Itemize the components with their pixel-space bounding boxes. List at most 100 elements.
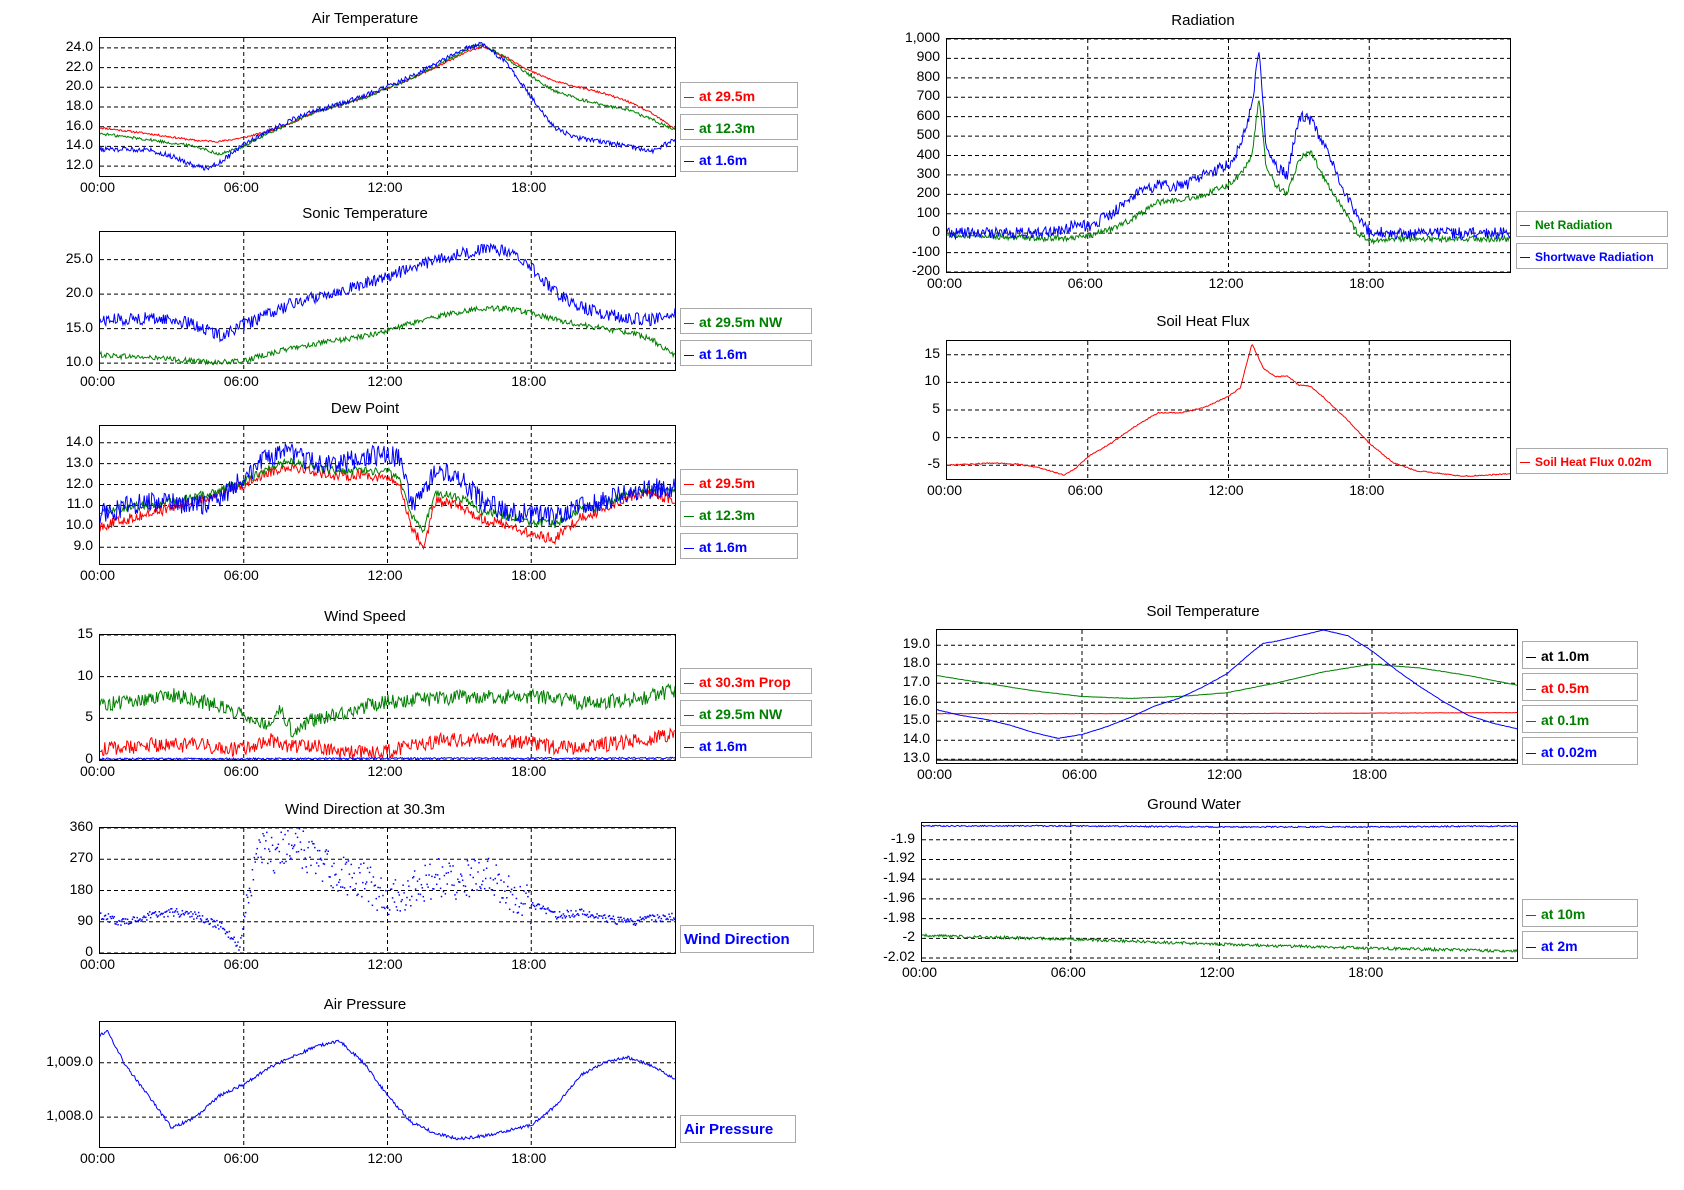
wind-direction-ytick-label: 180 (69, 880, 93, 897)
wind-direction-point (341, 886, 344, 888)
legend-swatch (684, 128, 694, 130)
wind-direction-point (596, 913, 598, 915)
wind-direction-point (616, 923, 618, 925)
wind-direction-point (267, 848, 270, 850)
ground-water-series-0-line (922, 933, 1517, 953)
wind-direction-point (525, 892, 527, 894)
soil-temperature-legend-item: at 1.0m (1522, 641, 1638, 669)
wind-direction-point (376, 909, 378, 911)
wind-direction-point (382, 894, 384, 897)
radiation-ytick-label: 600 (916, 106, 940, 123)
wind-direction-point (597, 917, 599, 919)
wind-direction-point (564, 917, 567, 919)
wind-direction-point (537, 903, 540, 905)
wind-direction-point (260, 856, 262, 858)
wind-direction-point (531, 903, 533, 906)
radiation-title: Radiation (1171, 12, 1235, 29)
wind-direction-point (427, 886, 429, 888)
dew-point-plot-area (99, 425, 676, 565)
wind-direction-point (326, 853, 329, 855)
wind-direction-point (198, 915, 201, 917)
wind-direction-point (629, 918, 632, 920)
wind-direction-point (411, 877, 414, 879)
legend-swatch (684, 354, 694, 356)
wind-direction-point (428, 874, 430, 876)
wind-direction-point (166, 910, 168, 912)
air-pressure-svg (100, 1022, 675, 1147)
wind-direction-point (381, 906, 383, 909)
wind-direction-point (291, 844, 293, 847)
wind-direction-point (548, 909, 550, 911)
legend-swatch (684, 515, 694, 517)
wind-direction-point (568, 914, 570, 917)
wind-direction-point (157, 915, 160, 917)
wind-direction-point (411, 895, 413, 898)
wind-direction-series-0 (100, 828, 675, 951)
wind-direction-point (414, 888, 417, 890)
wind-direction-point (405, 904, 407, 906)
wind-direction-point (578, 914, 580, 917)
legend-label: at 29.5m NW (699, 314, 783, 330)
wind-direction-point (484, 877, 487, 880)
air-temperature-legend-item: at 1.6m (680, 146, 798, 172)
wind-direction-point (242, 928, 244, 930)
legend-label: at 2m (1541, 938, 1578, 954)
dew-point-ytick-label: 14.0 (65, 432, 93, 449)
wind-direction-point (595, 916, 597, 918)
sonic-temperature-legend-item: at 29.5m NW (680, 308, 812, 334)
wind-direction-point (142, 916, 144, 919)
wind-direction-point (660, 917, 663, 920)
wind-direction-point (395, 906, 398, 908)
soil-heat-flux-svg (947, 341, 1510, 479)
wind-direction-point (194, 911, 196, 913)
wind-direction-point (647, 915, 649, 918)
wind-direction-point (590, 914, 593, 916)
wind-speed-series-1-line (100, 682, 675, 738)
ground-water-xtick-label: 18:00 (1348, 964, 1384, 980)
soil-temperature-ytick-label: 16.0 (902, 692, 930, 709)
soil-heat-flux-plot-area (946, 340, 1511, 480)
wind-direction-point (358, 867, 360, 869)
wind-direction-point (510, 888, 513, 891)
wind-direction-point (168, 909, 170, 911)
wind-direction-point (437, 858, 440, 860)
wind-direction-point (153, 912, 156, 914)
wind-direction-point (294, 832, 297, 835)
wind-direction-point (535, 904, 538, 907)
wind-direction-point (352, 888, 354, 891)
wind-speed-xtick-label: 18:00 (511, 763, 547, 779)
wind-direction-point (378, 895, 380, 898)
dew-point-series-0-line (100, 463, 675, 551)
wind-direction-point (343, 887, 346, 889)
wind-direction-point (182, 912, 185, 915)
wind-direction-point (603, 914, 606, 916)
wind-direction-point (533, 905, 536, 908)
wind-direction-point (450, 870, 452, 873)
wind-direction-point (324, 850, 327, 853)
wind-direction-point (173, 911, 176, 913)
wind-direction-point (435, 883, 438, 886)
wind-direction-point (571, 915, 573, 917)
wind-direction-point (361, 895, 363, 898)
wind-direction-point (511, 893, 514, 896)
sonic-temperature-xtick-label: 12:00 (367, 373, 403, 389)
ground-water-plot-area (921, 822, 1518, 962)
wind-direction-point (657, 917, 660, 919)
wind-direction-point (479, 886, 481, 888)
wind-direction-point (208, 923, 210, 925)
wind-direction-point (500, 879, 502, 881)
air-temperature-svg (100, 38, 675, 176)
wind-direction-point (374, 884, 377, 886)
wind-direction-point (627, 918, 629, 920)
soil-heat-flux-xtick-label: 06:00 (1067, 482, 1103, 498)
wind-direction-point (101, 917, 104, 920)
soil-heat-flux-xtick-label: 12:00 (1208, 482, 1244, 498)
wind-direction-point (641, 918, 643, 920)
wind-direction-point (575, 910, 577, 912)
soil-heat-flux-xtick-label: 00:00 (927, 482, 963, 498)
sonic-temperature-ytick-label: 15.0 (65, 318, 93, 335)
wind-direction-point (614, 922, 617, 924)
soil-temperature-legend-item: at 0.02m (1522, 737, 1638, 765)
wind-direction-point (628, 920, 631, 923)
soil-temperature-xtick-label: 12:00 (1207, 766, 1243, 782)
